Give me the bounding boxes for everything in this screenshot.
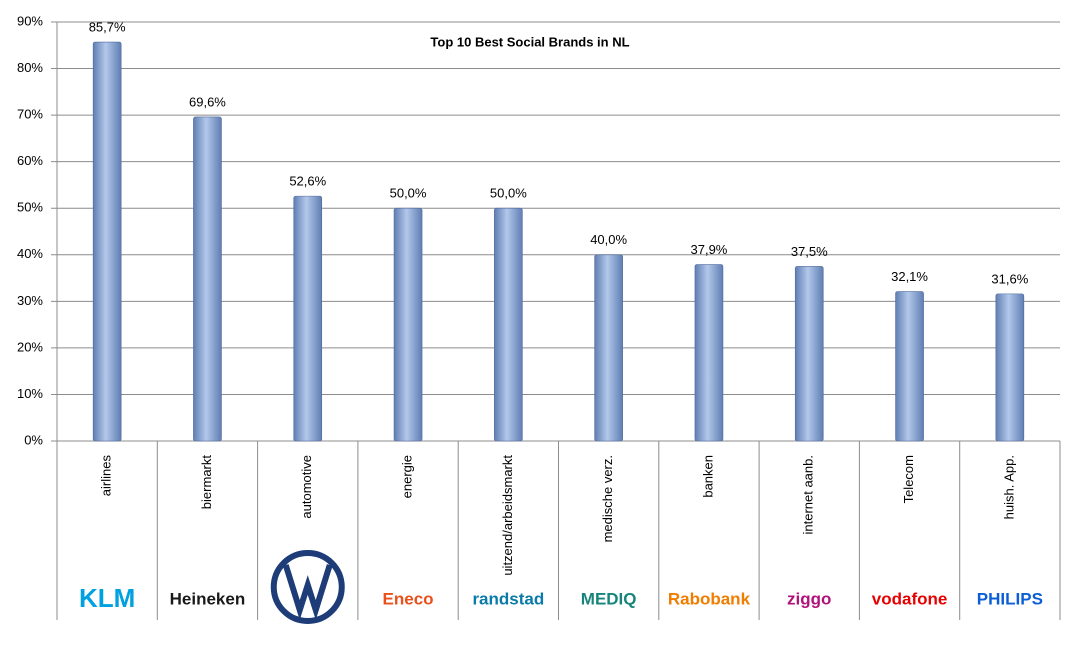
y-tick-label: 80%	[17, 60, 43, 75]
y-tick-label: 60%	[17, 153, 43, 168]
x-tick-label: airlines	[99, 455, 114, 497]
value-label: 50,0%	[390, 186, 427, 201]
value-label: 50,0%	[490, 186, 527, 201]
y-tick-label: 70%	[17, 107, 43, 122]
brand-logo: MEDIQ	[581, 589, 637, 608]
bar	[92, 41, 122, 442]
value-label: 85,7%	[89, 19, 126, 34]
brand-logo: Eneco	[383, 589, 434, 608]
value-label: 37,9%	[691, 242, 728, 257]
y-tick-label: 30%	[17, 293, 43, 308]
bar	[895, 291, 924, 442]
bar	[794, 266, 824, 442]
x-tick-label: automotive	[299, 455, 314, 519]
y-tick-label: 10%	[17, 386, 43, 401]
brand-logo: PHILIPS	[977, 589, 1043, 608]
bar	[393, 207, 423, 442]
x-tick-label: medische verz.	[600, 455, 615, 542]
brand-logo: vodafone	[872, 589, 948, 608]
bar	[193, 116, 222, 442]
bar	[594, 254, 623, 442]
brand-logo	[282, 564, 333, 620]
bar	[494, 207, 523, 442]
value-label: 69,6%	[189, 94, 226, 109]
value-label: 52,6%	[289, 174, 326, 189]
brand-logo: ziggo	[787, 589, 831, 608]
x-tick-label: banken	[700, 455, 715, 498]
y-tick-label: 50%	[17, 200, 43, 215]
value-label: 31,6%	[991, 271, 1028, 286]
brand-logo: KLM	[79, 583, 135, 613]
y-tick-label: 20%	[17, 339, 43, 354]
x-tick-label: biermarkt	[199, 455, 214, 510]
value-label: 40,0%	[590, 232, 627, 247]
x-tick-label: huish. App.	[1001, 455, 1016, 519]
brand-logo: Rabobank	[668, 589, 751, 608]
x-tick-label: Telecom	[901, 455, 916, 503]
y-tick-label: 0%	[24, 432, 43, 447]
x-tick-label: energie	[399, 455, 414, 498]
brand-logo: randstad	[472, 589, 544, 608]
bar	[995, 293, 1025, 442]
value-label: 37,5%	[791, 244, 828, 259]
y-tick-label: 40%	[17, 246, 43, 261]
y-tick-label: 90%	[17, 13, 43, 28]
bar	[293, 195, 323, 442]
x-tick-label: internet aanb.	[801, 455, 816, 535]
chart-title: Top 10 Best Social Brands in NL	[430, 34, 629, 49]
x-tick-label: uitzend/arbeidsmarkt	[500, 455, 515, 576]
bar	[694, 264, 724, 442]
brand-logo: Heineken	[170, 589, 246, 608]
value-label: 32,1%	[891, 269, 928, 284]
